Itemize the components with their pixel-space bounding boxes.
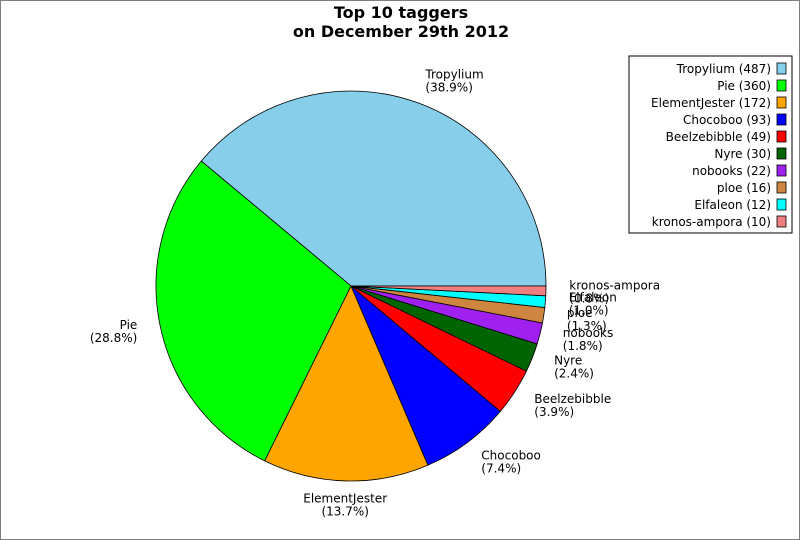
slice-labels: Tropylium(38.9%)Pie(28.8%)ElementJester(… [90,68,660,519]
legend-swatch-pie [776,79,787,92]
legend-label-pie: Pie (360) [717,79,771,93]
slice-percent-elementjester: (13.7%) [321,504,368,518]
pie-slice-pie [155,160,352,462]
legend-box [628,55,793,234]
slice-percent-nyre: (2.4%) [554,366,594,380]
pie-slices [155,90,547,482]
legend-swatch-tropylium [776,62,787,75]
slice-label-nyre: Nyre [554,353,582,367]
legend-label-nobooks: nobooks (22) [692,164,771,178]
slice-label-tropylium: Tropylium [424,68,483,82]
slice-label-chocoboo: Chocoboo [481,448,541,462]
slice-percent-kronos-ampora: (0.8%) [569,292,609,306]
legend-label-kronos-ampora: kronos-ampora (10) [652,215,771,229]
legend-label-tropylium: Tropylium (487) [676,62,771,76]
slice-percent-tropylium: (38.9%) [425,81,472,95]
legend-label-ploe: ploe (16) [717,181,771,195]
legend-swatch-elementjester [776,96,787,109]
legend-label-beelzebibble: Beelzebibble (49) [666,130,771,144]
slice-label-kronos-ampora: kronos-ampora [569,279,660,293]
legend-swatch-ploe [776,181,787,194]
slice-percent-nobooks: (1.8%) [563,339,603,353]
legend-label-elfaleon: Elfaleon (12) [694,198,771,212]
slice-percent-pie: (28.8%) [90,331,137,345]
legend-swatch-chocoboo [776,113,787,126]
legend-swatch-nobooks [776,164,787,177]
legend-swatch-elfaleon [776,198,787,211]
slice-label-elementjester: ElementJester [303,491,387,505]
pie-slice-elementjester [264,285,429,482]
slice-label-beelzebibble: Beelzebibble [534,392,611,406]
slice-label-nobooks: nobooks [563,326,613,340]
slice-percent-chocoboo: (7.4%) [481,461,521,475]
slice-percent-beelzebibble: (3.9%) [534,405,574,419]
pie-slice-kronos-ampora [350,285,547,297]
slice-percent-elfaleon: (1.0%) [569,304,609,318]
legend-swatch-nyre [776,147,787,160]
legend-label-nyre: Nyre (30) [714,147,771,161]
slice-percent-ploe: (1.3%) [567,319,607,333]
legend: Tropylium (487) Pie (360) ElementJester (1… [628,55,793,234]
chart-title-block: Top 10 taggers on December 29th 2012 [1,3,799,41]
legend-label-chocoboo: Chocoboo (93) [683,113,771,127]
legend-label-elementjester: ElementJester (172) [651,96,771,110]
chart-title: Top 10 taggers [333,3,469,22]
slice-label-pie: Pie [120,318,138,332]
slice-label-ploe: ploe [567,306,593,320]
slice-label-elfaleon: Elfaleon [569,291,617,305]
pie-slice-tropylium [200,90,547,287]
legend-swatch-beelzebibble [776,130,787,143]
chart-subtitle: on December 29th 2012 [292,22,510,41]
legend-swatch-kronos-ampora [776,215,787,228]
